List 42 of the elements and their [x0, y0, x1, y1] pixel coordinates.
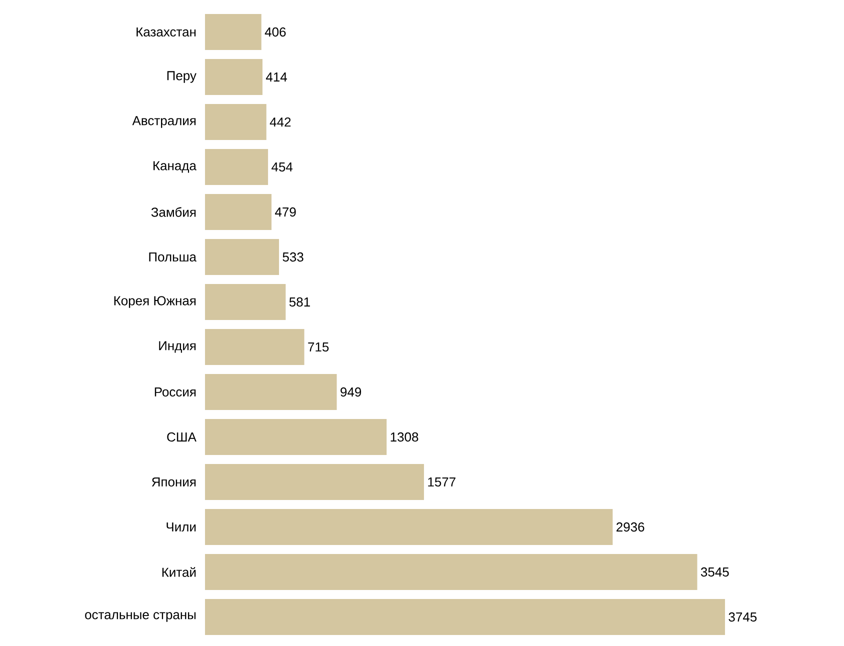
- y-tick-label: Чили: [166, 522, 196, 532]
- y-tick-label: Китай: [162, 567, 196, 577]
- bar: [205, 464, 424, 500]
- data-label: 442: [270, 117, 291, 127]
- data-label: 533: [282, 252, 304, 262]
- y-tick-label: Канада: [154, 161, 196, 173]
- bar: [205, 329, 304, 366]
- y-tick-label: Индия: [159, 341, 196, 353]
- y-tick-label: Замбия: [151, 207, 196, 217]
- bar: [205, 239, 280, 275]
- data-label: 715: [308, 342, 329, 352]
- bar: [205, 419, 387, 456]
- bar: [205, 59, 262, 96]
- y-tick-label: Перу: [167, 71, 196, 83]
- data-label: 414: [266, 72, 287, 82]
- bar: [205, 374, 337, 410]
- data-label: 1577: [428, 477, 456, 487]
- data-label: 3745: [728, 612, 757, 622]
- bar: [205, 599, 726, 636]
- data-label: 479: [275, 207, 296, 217]
- bar: [205, 149, 268, 186]
- y-tick-label: США: [167, 432, 196, 442]
- data-label: 2936: [616, 522, 644, 532]
- data-label: 454: [272, 162, 293, 172]
- data-label: 1308: [390, 432, 418, 442]
- y-tick-label: Россия: [154, 387, 196, 397]
- bar: [205, 509, 613, 546]
- y-tick-label: остальные страны: [85, 612, 196, 622]
- y-tick-label: Австралия: [132, 116, 196, 128]
- data-label: 406: [264, 27, 286, 37]
- y-tick-label: Казахстан: [136, 27, 196, 37]
- y-tick-label: Польша: [149, 252, 196, 262]
- bar: [205, 194, 272, 230]
- bar: [205, 14, 262, 50]
- y-tick-label: Корея Южная: [114, 296, 196, 308]
- bar: [205, 104, 266, 140]
- y-tick-label: Япония: [152, 477, 196, 487]
- data-label: 949: [340, 387, 362, 397]
- data-label: 581: [289, 297, 310, 307]
- bar: [205, 554, 698, 590]
- data-label: 3545: [700, 567, 729, 577]
- bar: [205, 284, 286, 320]
